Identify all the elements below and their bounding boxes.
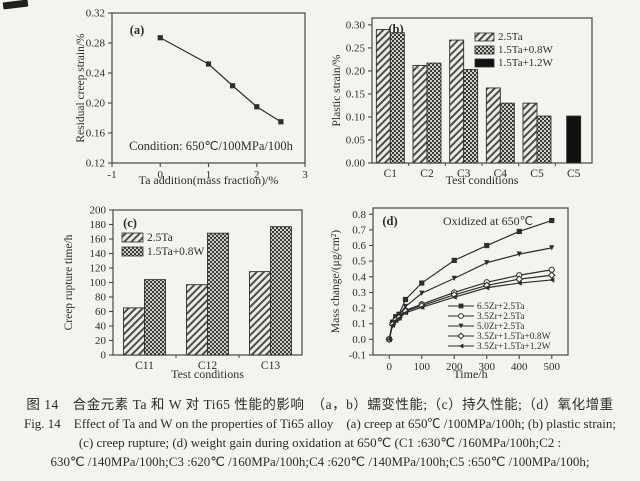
svg-text:0.15: 0.15 (346, 88, 366, 100)
category-label: C12 (198, 360, 217, 372)
svg-text:0.05: 0.05 (346, 134, 366, 146)
category-label: C4 (494, 168, 508, 180)
caption-english-line2: (c) creep rupture; (d) weight gain durin… (78, 435, 562, 450)
svg-text:0.4: 0.4 (352, 271, 366, 283)
panel-label: (c) (123, 216, 137, 230)
svg-text:40: 40 (95, 321, 107, 333)
y-axis-label: Mass change/(μg/cm²) (330, 230, 342, 333)
svg-text:0.24: 0.24 (86, 68, 106, 80)
svg-text:0.28: 0.28 (86, 38, 106, 50)
series-group (385, 217, 556, 344)
svg-text:500: 500 (544, 361, 561, 373)
chart-panel-b-plastic-strain: 0.00 0.05 0.10 0.15 0.20 0.25 0.30 Plastic stra… (331, 17, 593, 187)
category-label: C2 (420, 168, 434, 180)
svg-text:-1: -1 (107, 169, 116, 181)
svg-text:3.5Zr+1.5Ta+1.2W: 3.5Zr+1.5Ta+1.2W (477, 342, 551, 352)
category-label: C5 (530, 168, 544, 180)
category-label: C11 (135, 360, 154, 372)
category-label: C5 (567, 168, 581, 180)
panel-label: (a) (130, 23, 145, 37)
svg-text:0: 0 (387, 361, 393, 373)
svg-text:140: 140 (90, 248, 107, 260)
svg-text:160: 160 (90, 234, 107, 246)
svg-text:3.5Zr+1.5Ta+0.8W: 3.5Zr+1.5Ta+0.8W (477, 332, 551, 342)
svg-text:0.00: 0.00 (346, 158, 366, 170)
svg-text:1.5Ta+0.8W: 1.5Ta+0.8W (498, 44, 554, 56)
category-label: C13 (261, 360, 280, 372)
caption-chinese: 图 14 合金元素 Ta 和 W 对 Ti65 性能的影响 （a，b）蠕变性能;… (26, 397, 614, 412)
svg-text:2.5Ta: 2.5Ta (498, 31, 523, 43)
svg-text:0.7: 0.7 (352, 224, 366, 236)
svg-text:0.16: 0.16 (86, 128, 106, 140)
bars-group (375, 29, 582, 164)
caption-english-line1: Fig. 14 Effect of Ta and W on the proper… (23, 416, 617, 431)
category-label: C1 (384, 168, 398, 180)
svg-text:180: 180 (90, 219, 107, 231)
svg-text:120: 120 (90, 263, 107, 275)
caption-english-line3: 630℃ /140MPa/100h;C3 :620℃ /160MPa/100h;… (50, 454, 590, 469)
svg-text:-0.1: -0.1 (349, 350, 366, 362)
svg-text:2: 2 (254, 169, 260, 181)
svg-text:0.25: 0.25 (346, 42, 366, 54)
svg-text:0.20: 0.20 (346, 65, 366, 77)
panel-label: (d) (382, 214, 397, 228)
svg-text:400: 400 (511, 361, 528, 373)
svg-text:0.8: 0.8 (352, 209, 366, 221)
x-axis-label: Time/h (453, 367, 487, 381)
x-axis-label: Test conditions (171, 367, 244, 381)
svg-text:0.12: 0.12 (86, 158, 105, 170)
y-axis-label: Plastic strain/% (331, 54, 343, 126)
series-group (157, 35, 284, 125)
x-axis-label: Ta addition(mass fraction)/% (139, 173, 279, 187)
svg-text:0.0: 0.0 (352, 334, 366, 346)
svg-text:0: 0 (101, 350, 107, 362)
svg-text:1.5Ta+0.8W: 1.5Ta+0.8W (147, 246, 205, 258)
svg-text:1.5Ta+1.2W: 1.5Ta+1.2W (498, 57, 554, 69)
svg-text:0.5: 0.5 (352, 256, 366, 268)
chart-panel-d-mass-change: -0.1 0.0 0.1 0.2 0.3 0.4 0.5 0.6 0.7 0.8 Mass chan… (330, 207, 569, 381)
svg-text:2.5Ta: 2.5Ta (147, 232, 173, 244)
y-axis-label: Creep rupture time/h (63, 234, 75, 330)
legend: 2.5Ta 1.5Ta+0.8W (121, 232, 205, 258)
svg-text:0: 0 (158, 169, 164, 181)
svg-text:5.0Zr+2.5Ta: 5.0Zr+2.5Ta (477, 322, 525, 332)
svg-text:0.20: 0.20 (86, 98, 106, 110)
chart-title: Oxidized at 650℃ (443, 214, 533, 228)
legend: 6.5Zr+2.5Ta3.5Zr+2.5Ta5.0Zr+2.5Ta3.5Zr+1… (448, 302, 551, 352)
bars-group (123, 226, 292, 356)
svg-text:200: 200 (90, 205, 107, 217)
y-axis-label: Residual creep strain/% (75, 33, 87, 143)
condition-annotation: Condition: 650℃/100MPa/100h (129, 139, 293, 153)
svg-text:100: 100 (90, 277, 107, 289)
figure-caption: 图 14 合金元素 Ta 和 W 对 Ti65 性能的影响 （a，b）蠕变性能;… (0, 395, 640, 471)
svg-text:80: 80 (95, 292, 107, 304)
svg-text:1: 1 (206, 169, 212, 181)
chart-panel-a-residual-creep-strain: 0.12 0.16 0.20 0.24 0.28 0.32 Residual creep s… (75, 8, 308, 188)
svg-text:6.5Zr+2.5Ta: 6.5Zr+2.5Ta (477, 302, 525, 312)
x-axis-label: Test conditions (446, 173, 519, 187)
svg-text:0.1: 0.1 (352, 318, 366, 330)
category-label: C3 (457, 168, 471, 180)
svg-text:0.6: 0.6 (352, 240, 366, 252)
svg-text:20: 20 (95, 335, 107, 347)
svg-text:0.30: 0.30 (346, 19, 366, 31)
svg-text:0.10: 0.10 (346, 111, 366, 123)
svg-text:300: 300 (479, 361, 496, 373)
svg-text:60: 60 (95, 306, 107, 318)
svg-text:3: 3 (302, 169, 308, 181)
chart-panel-c-creep-rupture-time: 0 20 40 60 80 100 120 140 160 180 200 Creep rupture… (63, 205, 303, 381)
svg-text:0.32: 0.32 (86, 8, 105, 20)
svg-text:100: 100 (414, 361, 431, 373)
svg-text:0.3: 0.3 (352, 287, 366, 299)
svg-text:0.2: 0.2 (352, 303, 366, 315)
svg-text:3.5Zr+2.5Ta: 3.5Zr+2.5Ta (477, 312, 525, 322)
svg-text:200: 200 (446, 361, 463, 373)
